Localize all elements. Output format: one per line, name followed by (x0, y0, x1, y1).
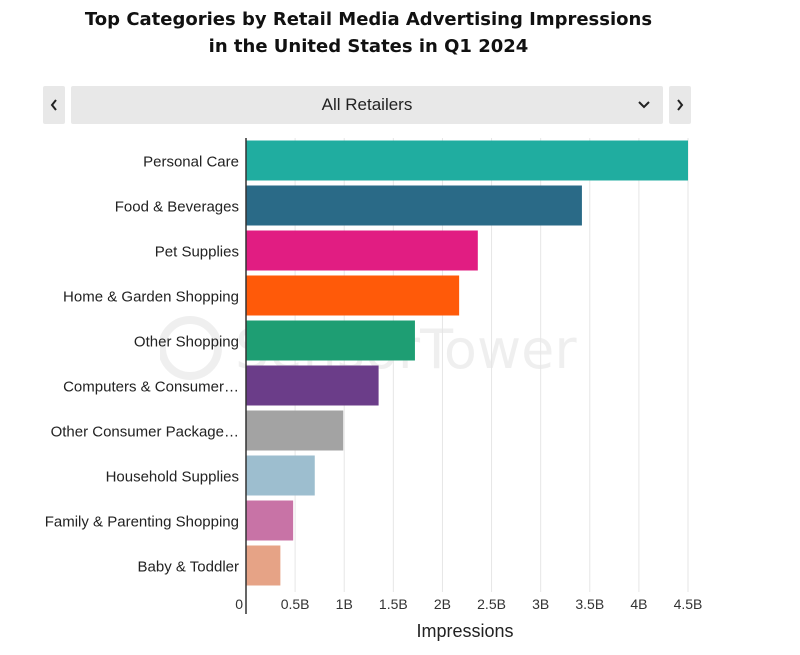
category-label: Food & Beverages (115, 199, 239, 216)
category-label: Computers & Consumer… (63, 379, 239, 396)
chart-title-line-1: Top Categories by Retail Media Advertisi… (84, 9, 653, 30)
category-label: Family & Parenting Shopping (45, 514, 239, 531)
bar[interactable] (246, 320, 415, 361)
bar[interactable] (246, 545, 281, 586)
x-tick-labels: 0 0.5B 1B 1.5B 2B 2.5B 3B 3.5B 4B 4.5B (235, 596, 702, 612)
bar[interactable] (246, 140, 688, 181)
retailer-dropdown[interactable]: All Retailers (71, 86, 663, 124)
category-label: Pet Supplies (155, 244, 239, 261)
x-tick-label: 0 (235, 596, 243, 612)
x-tick-label: 3.5B (575, 596, 604, 612)
x-tick-label: 4.5B (674, 596, 703, 612)
x-tick-label: 1.5B (379, 596, 408, 612)
category-label: Personal Care (143, 154, 239, 171)
category-label: Other Consumer Package… (51, 424, 239, 441)
category-label: Baby & Toddler (138, 559, 239, 576)
x-tick-label: 4B (630, 596, 647, 612)
category-label: Household Supplies (106, 469, 239, 486)
x-axis-title: Impressions (416, 621, 513, 641)
bars (246, 140, 688, 586)
chevron-right-icon (677, 99, 684, 111)
bar[interactable] (246, 455, 315, 496)
chart-title-line-2: in the United States in Q1 2024 (208, 36, 529, 57)
retailer-dropdown-value: All Retailers (321, 95, 413, 114)
bar[interactable] (246, 500, 294, 541)
next-button[interactable] (669, 86, 691, 124)
category-label: Other Shopping (134, 334, 239, 351)
x-tick-label: 2.5B (477, 596, 506, 612)
chevron-down-icon (638, 101, 650, 109)
chevron-left-icon (50, 99, 57, 111)
bar[interactable] (246, 410, 344, 451)
x-tick-label: 3B (532, 596, 549, 612)
x-tick-label: 0.5B (281, 596, 310, 612)
bar[interactable] (246, 185, 582, 226)
previous-button[interactable] (43, 86, 65, 124)
x-tick-label: 2B (434, 596, 451, 612)
x-tick-label: 1B (336, 596, 353, 612)
watermark-logo-icon (160, 316, 222, 380)
bar[interactable] (246, 275, 460, 316)
category-label: Home & Garden Shopping (63, 289, 239, 306)
category-labels: Personal Care Food & Beverages Pet Supplie… (45, 154, 239, 576)
bar[interactable] (246, 230, 478, 271)
chart-title: Top Categories by Retail Media Advertisi… (0, 6, 737, 60)
bar[interactable] (246, 365, 379, 406)
